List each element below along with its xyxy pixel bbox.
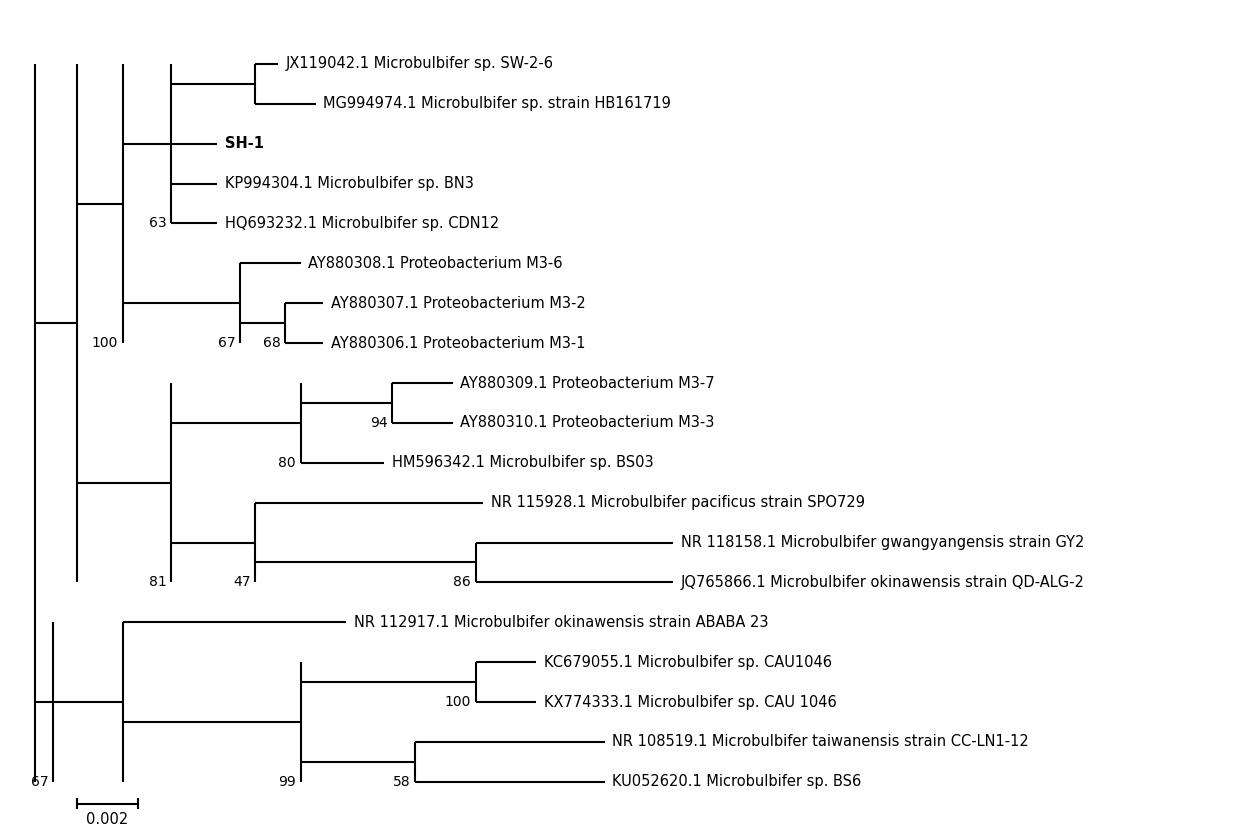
Text: AY880310.1 Proteobacterium M3-3: AY880310.1 Proteobacterium M3-3 xyxy=(460,416,714,431)
Text: NR 112917.1 Microbulbifer okinawensis strain ABABA 23: NR 112917.1 Microbulbifer okinawensis st… xyxy=(353,615,769,630)
Text: 68: 68 xyxy=(263,337,281,350)
Text: MG994974.1 Microbulbifer sp. strain HB161719: MG994974.1 Microbulbifer sp. strain HB16… xyxy=(324,97,671,112)
Text: 100: 100 xyxy=(92,337,118,350)
Text: HM596342.1 Microbulbifer sp. BS03: HM596342.1 Microbulbifer sp. BS03 xyxy=(392,456,653,471)
Text: KC679055.1 Microbulbifer sp. CAU1046: KC679055.1 Microbulbifer sp. CAU1046 xyxy=(544,655,832,670)
Text: 80: 80 xyxy=(279,456,296,470)
Text: AY880308.1 Proteobacterium M3-6: AY880308.1 Proteobacterium M3-6 xyxy=(309,256,563,271)
Text: 81: 81 xyxy=(149,576,167,590)
Text: AY880307.1 Proteobacterium M3-2: AY880307.1 Proteobacterium M3-2 xyxy=(331,296,585,311)
Text: 86: 86 xyxy=(454,576,471,590)
Text: 47: 47 xyxy=(233,576,250,590)
Text: HQ693232.1 Microbulbifer sp. CDN12: HQ693232.1 Microbulbifer sp. CDN12 xyxy=(224,216,498,231)
Text: AY880309.1 Proteobacterium M3-7: AY880309.1 Proteobacterium M3-7 xyxy=(460,376,715,391)
Text: NR 118158.1 Microbulbifer gwangyangensis strain GY2: NR 118158.1 Microbulbifer gwangyangensis… xyxy=(681,535,1084,550)
Text: 67: 67 xyxy=(31,775,48,789)
Text: 100: 100 xyxy=(445,695,471,709)
Text: KP994304.1 Microbulbifer sp. BN3: KP994304.1 Microbulbifer sp. BN3 xyxy=(224,176,474,191)
Text: NR 108519.1 Microbulbifer taiwanensis strain CC-LN1-12: NR 108519.1 Microbulbifer taiwanensis st… xyxy=(613,735,1029,750)
Text: KX774333.1 Microbulbifer sp. CAU 1046: KX774333.1 Microbulbifer sp. CAU 1046 xyxy=(544,695,837,710)
Text: 63: 63 xyxy=(149,217,167,231)
Text: 58: 58 xyxy=(393,775,410,789)
Text: NR 115928.1 Microbulbifer pacificus strain SPO729: NR 115928.1 Microbulbifer pacificus stra… xyxy=(491,495,864,510)
Text: 99: 99 xyxy=(278,775,296,789)
Text: 0.002: 0.002 xyxy=(87,811,129,826)
Text: KU052620.1 Microbulbifer sp. BS6: KU052620.1 Microbulbifer sp. BS6 xyxy=(613,775,862,790)
Text: SH-1: SH-1 xyxy=(224,137,264,152)
Text: JQ765866.1 Microbulbifer okinawensis strain QD-ALG-2: JQ765866.1 Microbulbifer okinawensis str… xyxy=(681,575,1085,590)
Text: JX119042.1 Microbulbifer sp. SW-2-6: JX119042.1 Microbulbifer sp. SW-2-6 xyxy=(285,57,553,72)
Text: AY880306.1 Proteobacterium M3-1: AY880306.1 Proteobacterium M3-1 xyxy=(331,336,585,351)
Text: 94: 94 xyxy=(370,416,387,430)
Text: 67: 67 xyxy=(218,337,236,350)
